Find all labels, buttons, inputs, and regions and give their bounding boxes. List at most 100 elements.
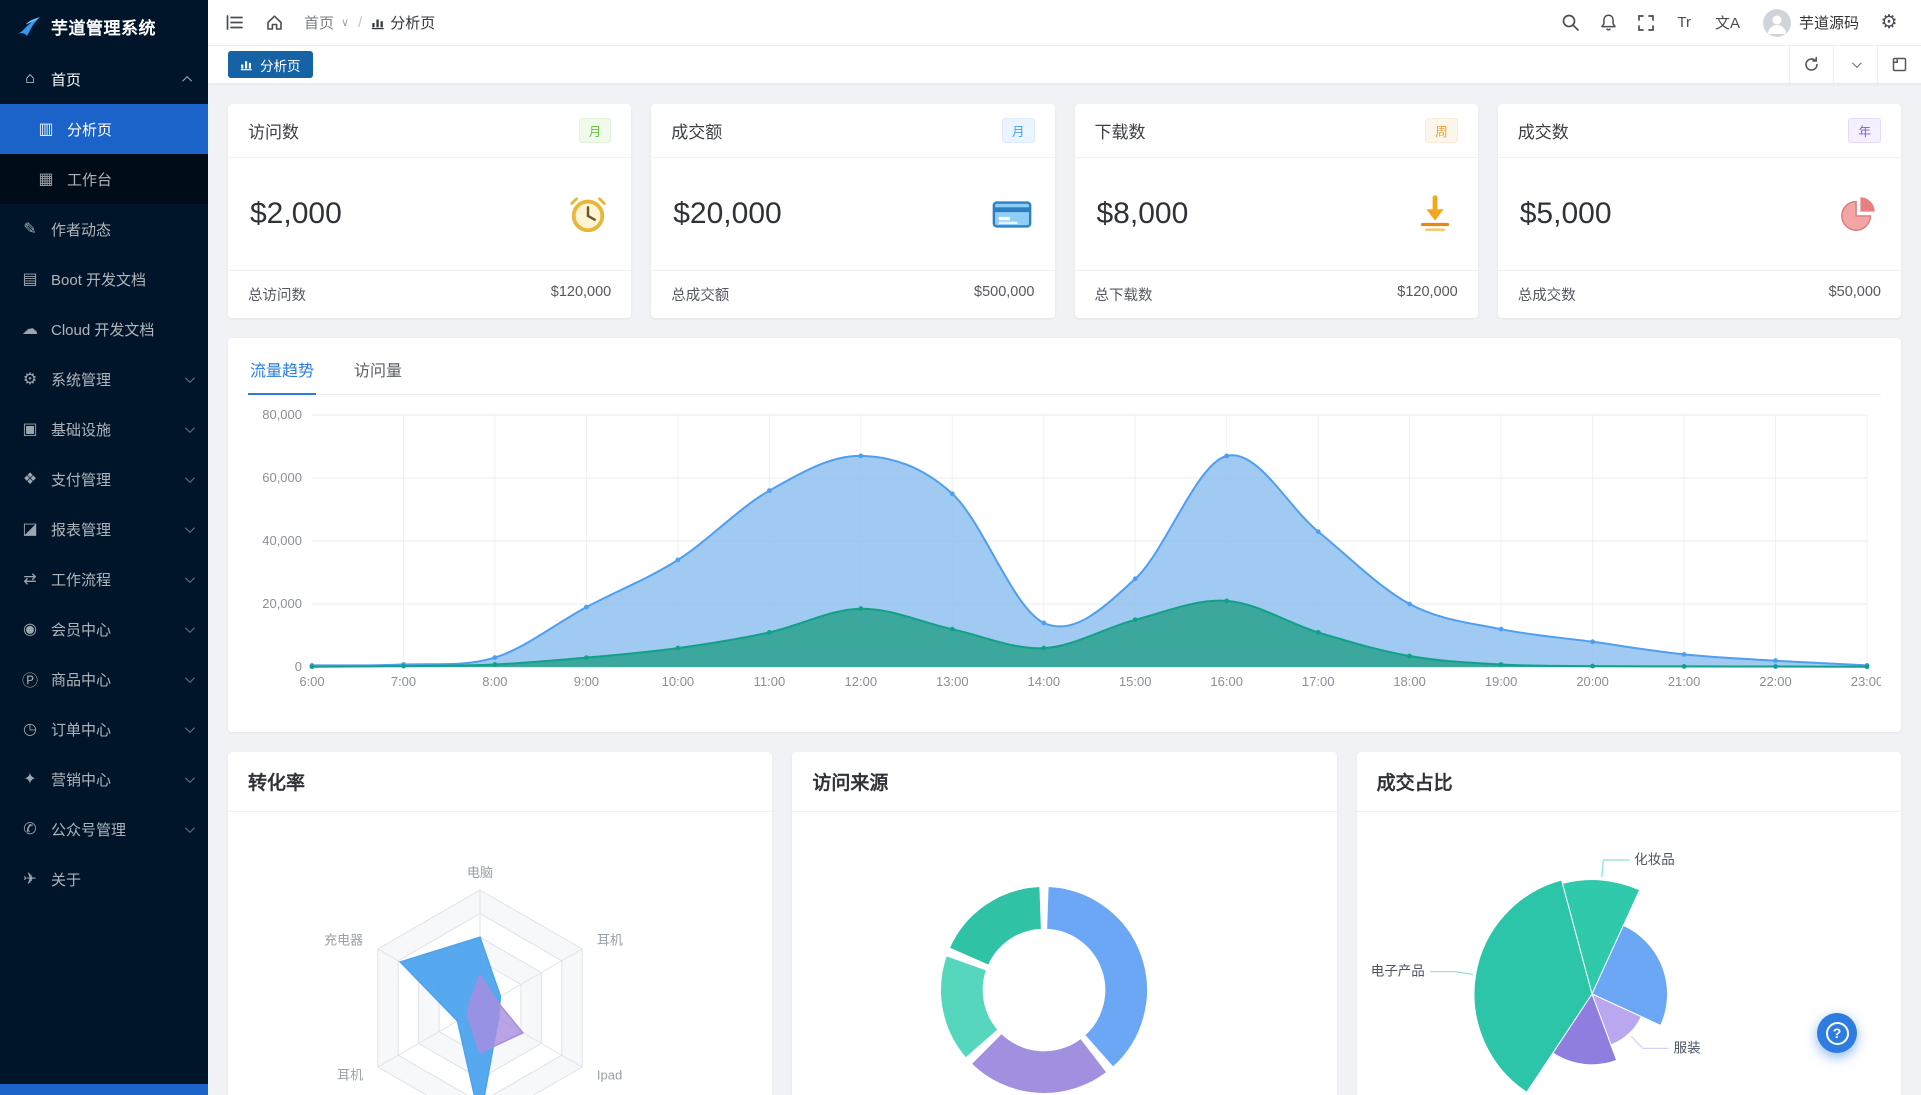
search-icon[interactable] [1552,5,1588,41]
bar-chart-icon: ▥ [38,121,54,138]
sidebar-item-order[interactable]: ◷ 订单中心 [0,704,208,754]
sidebar-item-cloud-doc[interactable]: ☁ Cloud 开发文档 [0,304,208,354]
page-content: 访问数 月 $2,000 总访问数 $120,000 成交额 月 $20,000… [208,84,1921,1095]
panel-title: 转化率 [228,752,773,812]
user-menu[interactable]: 芋道源码 [1753,8,1869,37]
sidebar-item-about[interactable]: ✈ 关于 [0,854,208,904]
stat-card-downloads: 下载数 周 $8,000 总下载数 $120,000 [1074,104,1478,318]
trend-tabs: 流量趋势 访问量 [248,338,1881,395]
chevron-down-icon [184,672,195,683]
chevron-down-icon [184,572,195,583]
svg-text:充电器: 充电器 [324,933,363,948]
credit-card-icon [991,193,1033,235]
menu-fold-icon[interactable] [216,5,252,41]
sidebar-item-infra[interactable]: ▣ 基础设施 [0,404,208,454]
svg-text:0: 0 [295,659,302,674]
svg-text:20,000: 20,000 [262,596,302,611]
tab-analysis[interactable]: 分析页 [228,51,313,78]
sidebar-item-workflow[interactable]: ⇄ 工作流程 [0,554,208,604]
stat-period-badge: 月 [578,118,612,143]
sidebar-item-member[interactable]: ◉ 会员中心 [0,604,208,654]
help-button[interactable]: ? [1817,1013,1857,1053]
notification-bell-icon[interactable] [1590,5,1626,41]
sidebar-item-label: 支付管理 [51,471,112,489]
breadcrumb-home-label: 首页 [304,15,335,32]
sidebar-item-pay[interactable]: ❖ 支付管理 [0,454,208,504]
chevron-down-icon: ∨ [341,17,350,29]
breadcrumb-current-label: 分析页 [390,15,436,32]
sidebar-item-analysis[interactable]: ▥ 分析页 [0,104,208,154]
maximize-icon[interactable] [1877,46,1921,83]
svg-text:40,000: 40,000 [262,533,302,548]
conversion-radar-chart: 电脑耳机Ipad手机耳机充电器 [324,865,623,1095]
svg-text:19:00: 19:00 [1485,674,1518,689]
stat-footer-label: 总下载数 [1094,288,1153,304]
tabs-bar: 分析页 [208,46,1921,84]
svg-text:23:00: 23:00 [1851,674,1881,689]
sidebar-item-label: 公众号管理 [51,821,127,839]
sidebar-item-label: 报表管理 [51,521,112,539]
grid-icon: ▦ [38,171,54,188]
sidebar-item-promotion[interactable]: ✦ 营销中心 [0,754,208,804]
tab-visit-volume[interactable]: 访问量 [354,363,403,380]
sidebar-item-system[interactable]: ⚙ 系统管理 [0,354,208,404]
panel-title: 访问来源 [792,752,1337,812]
header: 首页 ∨ / 分析页 [208,0,1921,46]
main-column: 首页 ∨ / 分析页 [208,0,1921,1095]
sidebar-item-report[interactable]: ◪ 报表管理 [0,504,208,554]
tab-traffic-trend[interactable]: 流量趋势 [248,346,317,395]
svg-text:9:00: 9:00 [574,674,599,689]
avatar [1762,8,1791,37]
svg-text:16:00: 16:00 [1210,674,1243,689]
chat-icon: ✆ [23,821,37,838]
home-icon[interactable] [256,5,292,41]
sidebar-item-label: 首页 [51,71,82,89]
sidebar-menu: ⌂ 首页 ▥ 分析页 ▦ 工作台 ✎ 作者动态 ▤ Boot 开发文档 ☁ Cloud 开发文档 ⚙ 系统… [0,52,208,1084]
sidebar-item-workplace[interactable]: ▦ 工作台 [0,154,208,204]
sidebar-item-label: 关于 [51,871,82,889]
chevron-down-icon [184,772,195,783]
svg-text:80,000: 80,000 [262,407,302,422]
svg-text:7:00: 7:00 [391,674,416,689]
svg-text:17:00: 17:00 [1302,674,1335,689]
stat-footer-label: 总成交数 [1517,288,1576,304]
settings-gear-icon[interactable]: ⚙ [1880,12,1898,33]
traffic-trend-chart: 6:00 7:00 8:00 9:00 10:00 11:00 12:00 13:00 14:0… [262,407,1881,689]
breadcrumb-current[interactable]: 分析页 [371,12,435,33]
sidebar-item-author-news[interactable]: ✎ 作者动态 [0,204,208,254]
sidebar-collapse-trigger[interactable] [0,1084,208,1095]
sidebar-item-label: 作者动态 [51,221,112,239]
sidebar-item-home[interactable]: ⌂ 首页 [0,54,208,104]
svg-text:6:00: 6:00 [299,674,324,689]
sidebar-item-label: 分析页 [67,121,113,139]
sidebar-item-label: 基础设施 [51,421,112,439]
breadcrumb-home[interactable]: 首页 ∨ [304,12,349,33]
sidebar-item-product[interactable]: Ⓟ 商品中心 [0,654,208,704]
bar-chart-icon [371,16,385,30]
stats-row: 访问数 月 $2,000 总访问数 $120,000 成交额 月 $20,000… [228,104,1901,318]
refresh-icon[interactable] [1789,46,1833,83]
locale-icon[interactable]: 文A [1714,15,1740,32]
chevron-down-icon [184,622,195,633]
breadcrumb: 首页 ∨ / 分析页 [304,12,435,33]
stat-footer-value: $500,000 [974,284,1035,300]
font-size-icon[interactable]: Tr [1677,14,1691,31]
app-logo[interactable]: 芋道管理系统 [0,0,208,52]
chevron-down-icon [184,522,195,533]
sidebar-submenu-home: ▥ 分析页 ▦ 工作台 [0,104,208,204]
cloud-icon: ☁ [22,321,38,338]
visit-source-panel: 访问来源 [792,752,1337,1095]
stat-footer-value: $50,000 [1828,284,1881,300]
svg-text:18:00: 18:00 [1393,674,1426,689]
fullscreen-icon[interactable] [1628,5,1664,41]
sidebar-item-boot-doc[interactable]: ▤ Boot 开发文档 [0,254,208,304]
breadcrumb-separator: / [358,14,363,31]
bar-chart-icon [240,58,253,71]
sidebar-item-mp[interactable]: ✆ 公众号管理 [0,804,208,854]
gear-icon: ⚙ [22,371,38,388]
chevron-down-icon[interactable] [1833,46,1877,83]
stat-title: 访问数 [248,123,299,142]
trend-panel: 流量趋势 访问量 6:00 7:00 8:00 9:00 10:00 11:00 12:00… [228,338,1901,732]
shop-icon: ✦ [23,771,37,788]
